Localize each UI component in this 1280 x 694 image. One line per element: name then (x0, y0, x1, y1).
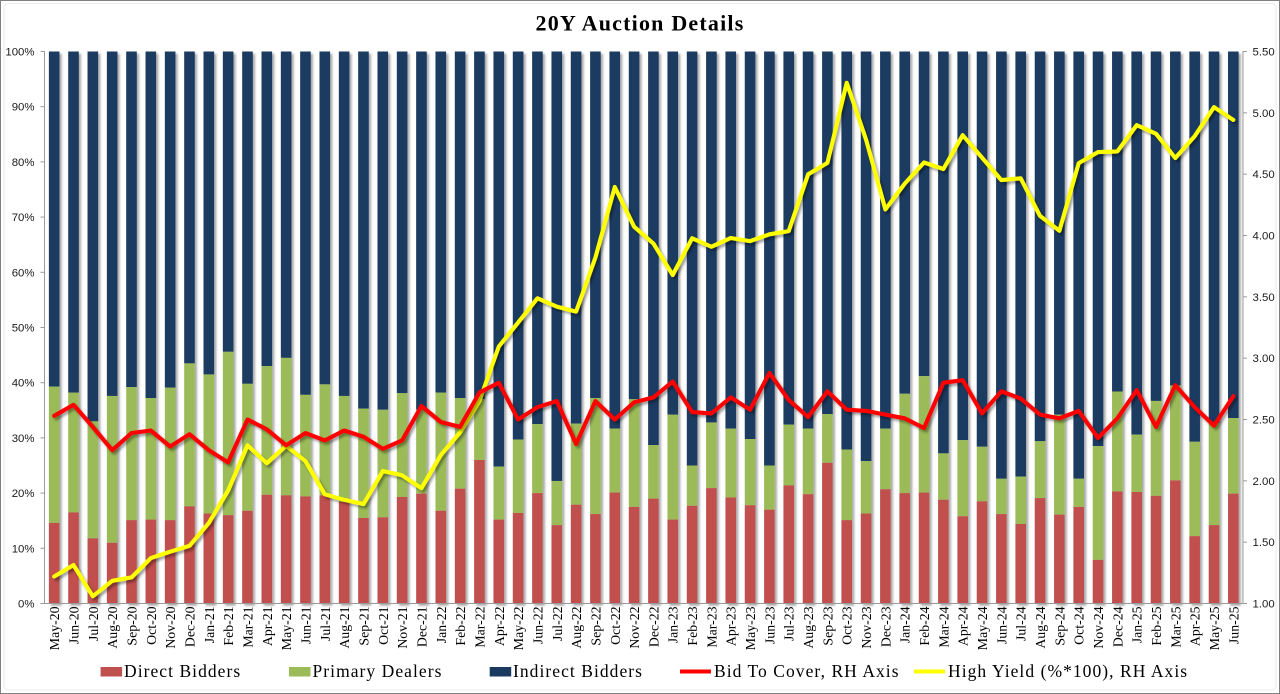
svg-text:3.50: 3.50 (1253, 292, 1275, 304)
svg-text:Jan-24: Jan-24 (898, 606, 913, 643)
svg-text:90%: 90% (12, 102, 35, 114)
svg-text:Nov-21: Nov-21 (395, 606, 410, 648)
svg-text:Dec-23: Dec-23 (878, 606, 893, 647)
svg-text:Jun-22: Jun-22 (530, 606, 545, 644)
svg-text:May-25: May-25 (1207, 606, 1222, 650)
svg-text:May-22: May-22 (511, 606, 526, 650)
svg-text:4.00: 4.00 (1253, 231, 1275, 243)
svg-text:May-24: May-24 (975, 606, 990, 650)
svg-text:High Yield (%*100), RH Axis: High Yield (%*100), RH Axis (948, 661, 1188, 681)
svg-text:Oct-21: Oct-21 (376, 606, 391, 644)
svg-text:Mar-22: Mar-22 (472, 606, 487, 647)
svg-text:Apr-21: Apr-21 (260, 606, 275, 646)
svg-text:1.00: 1.00 (1253, 599, 1275, 611)
svg-text:Mar-23: Mar-23 (704, 606, 719, 647)
svg-text:Feb-23: Feb-23 (685, 606, 700, 645)
svg-text:Feb-22: Feb-22 (453, 606, 468, 645)
svg-text:30%: 30% (12, 433, 35, 445)
svg-text:Primary Dealers: Primary Dealers (313, 661, 443, 681)
svg-text:Dec-20: Dec-20 (183, 606, 198, 647)
svg-text:Jun-21: Jun-21 (299, 606, 314, 644)
svg-text:50%: 50% (12, 323, 35, 335)
svg-text:Apr-22: Apr-22 (492, 606, 507, 646)
svg-text:80%: 80% (12, 157, 35, 169)
svg-text:Feb-21: Feb-21 (221, 606, 236, 645)
svg-text:Mar-25: Mar-25 (1168, 606, 1183, 647)
svg-text:Nov-20: Nov-20 (163, 606, 178, 648)
svg-text:2.00: 2.00 (1253, 476, 1275, 488)
svg-text:5.50: 5.50 (1253, 47, 1275, 59)
svg-text:Aug-24: Aug-24 (1033, 606, 1048, 648)
svg-text:1.50: 1.50 (1253, 537, 1275, 549)
svg-text:Aug-20: Aug-20 (105, 606, 120, 648)
svg-text:Mar-21: Mar-21 (241, 606, 256, 647)
svg-text:100%: 100% (5, 47, 34, 59)
svg-text:Jan-21: Jan-21 (202, 606, 217, 643)
svg-text:Jan-22: Jan-22 (434, 606, 449, 643)
svg-text:Aug-22: Aug-22 (569, 606, 584, 648)
svg-text:20%: 20% (12, 488, 35, 500)
svg-text:Nov-22: Nov-22 (627, 606, 642, 648)
svg-text:Oct-22: Oct-22 (608, 606, 623, 644)
svg-text:Sep-24: Sep-24 (1052, 606, 1067, 645)
svg-text:Apr-25: Apr-25 (1188, 606, 1203, 646)
svg-text:Aug-23: Aug-23 (801, 606, 816, 648)
svg-text:0%: 0% (18, 599, 34, 611)
svg-text:Nov-23: Nov-23 (859, 606, 874, 648)
svg-text:3.00: 3.00 (1253, 353, 1275, 365)
svg-text:Bid To Cover, RH Axis: Bid To Cover, RH Axis (714, 661, 900, 681)
svg-text:Dec-21: Dec-21 (414, 606, 429, 647)
svg-text:Jul-20: Jul-20 (86, 606, 101, 641)
svg-text:Feb-25: Feb-25 (1149, 606, 1164, 645)
svg-text:60%: 60% (12, 267, 35, 279)
svg-text:40%: 40% (12, 378, 35, 390)
svg-text:Feb-24: Feb-24 (917, 606, 932, 645)
svg-text:May-21: May-21 (279, 606, 294, 650)
svg-text:Jul-21: Jul-21 (318, 606, 333, 641)
svg-text:Jun-25: Jun-25 (1226, 606, 1241, 644)
svg-text:70%: 70% (12, 212, 35, 224)
svg-text:2.50: 2.50 (1253, 415, 1275, 427)
svg-text:Nov-24: Nov-24 (1091, 606, 1106, 648)
svg-text:Mar-24: Mar-24 (936, 606, 951, 647)
svg-text:Sep-23: Sep-23 (820, 606, 835, 645)
svg-text:Aug-21: Aug-21 (337, 606, 352, 648)
svg-text:Oct-20: Oct-20 (144, 606, 159, 644)
svg-text:Jan-25: Jan-25 (1130, 606, 1145, 643)
svg-text:Sep-20: Sep-20 (125, 606, 140, 645)
svg-text:Jan-23: Jan-23 (666, 606, 681, 643)
svg-text:Indirect Bidders: Indirect Bidders (513, 661, 643, 681)
svg-text:May-23: May-23 (743, 606, 758, 650)
svg-text:5.00: 5.00 (1253, 108, 1275, 120)
svg-text:Sep-21: Sep-21 (357, 606, 372, 645)
svg-text:Jul-23: Jul-23 (782, 606, 797, 641)
svg-text:Jun-24: Jun-24 (994, 606, 1009, 644)
svg-text:Jun-20: Jun-20 (67, 606, 82, 644)
svg-text:Oct-23: Oct-23 (840, 606, 855, 644)
svg-text:Direct Bidders: Direct Bidders (124, 661, 241, 681)
svg-text:4.50: 4.50 (1253, 169, 1275, 181)
svg-text:Jun-23: Jun-23 (762, 606, 777, 644)
svg-text:Dec-24: Dec-24 (1110, 606, 1125, 647)
svg-text:Apr-23: Apr-23 (724, 606, 739, 646)
svg-text:May-20: May-20 (47, 606, 62, 650)
svg-text:Oct-24: Oct-24 (1072, 606, 1087, 644)
svg-text:Apr-24: Apr-24 (956, 606, 971, 646)
svg-text:Sep-22: Sep-22 (588, 606, 603, 645)
svg-text:Jul-22: Jul-22 (550, 606, 565, 641)
svg-text:Dec-22: Dec-22 (646, 606, 661, 647)
svg-text:Jul-24: Jul-24 (1014, 606, 1029, 641)
svg-text:20Y Auction Details: 20Y Auction Details (536, 11, 745, 36)
svg-text:10%: 10% (12, 543, 35, 555)
